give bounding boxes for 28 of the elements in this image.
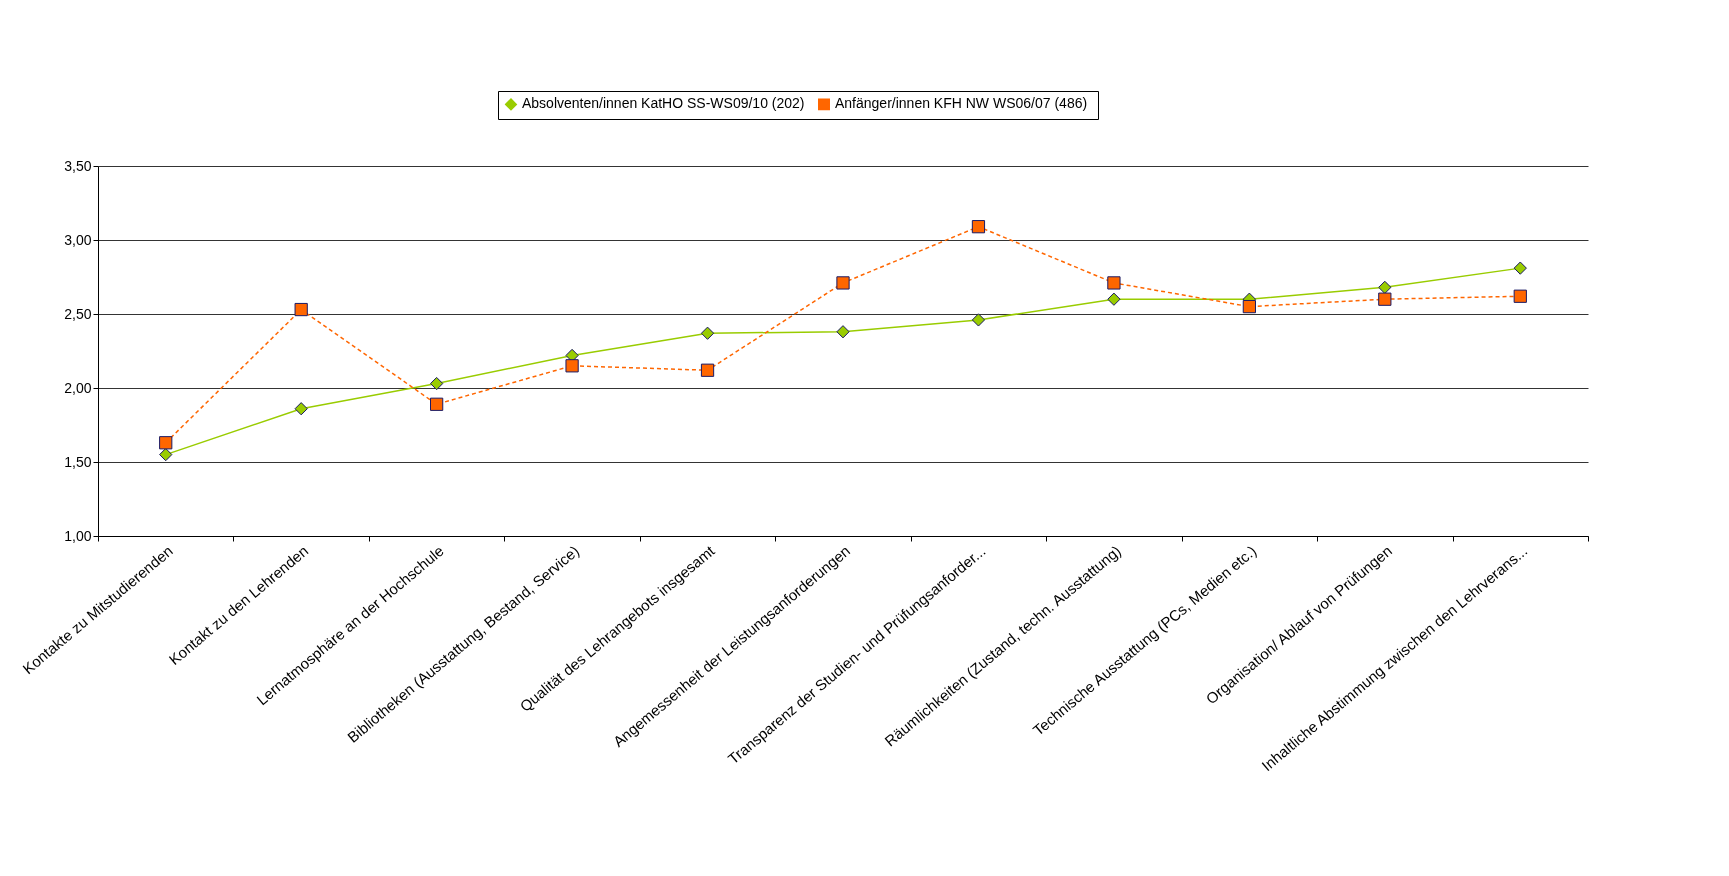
point xyxy=(700,363,715,377)
point xyxy=(700,326,715,340)
point xyxy=(159,447,173,462)
y-tick-label: 1,50 xyxy=(64,453,92,470)
point xyxy=(836,276,850,290)
point xyxy=(1378,292,1392,306)
point xyxy=(836,325,850,339)
legend-label: Absolventen/innen KatHO SS-WS09/10 (202) xyxy=(522,95,805,112)
point xyxy=(159,436,173,450)
point xyxy=(430,397,444,411)
y-tick-label: 2,00 xyxy=(64,379,92,396)
point xyxy=(971,220,986,234)
point xyxy=(1107,276,1121,290)
y-tick-label: 3,00 xyxy=(64,231,92,248)
point xyxy=(1107,292,1121,306)
y-tick-label: 2,50 xyxy=(64,305,92,322)
legend-label: Anfänger/innen KFH NW WS06/07 (486) xyxy=(835,95,1088,112)
point xyxy=(565,359,579,373)
point xyxy=(294,402,308,416)
point xyxy=(1513,261,1527,275)
y-tick-label: 3,50 xyxy=(64,157,92,174)
point xyxy=(971,313,986,327)
point xyxy=(294,302,308,317)
point xyxy=(1378,280,1392,294)
point xyxy=(1242,299,1256,314)
point xyxy=(430,376,444,391)
point xyxy=(1513,289,1527,303)
y-tick-label: 1,00 xyxy=(64,527,92,544)
